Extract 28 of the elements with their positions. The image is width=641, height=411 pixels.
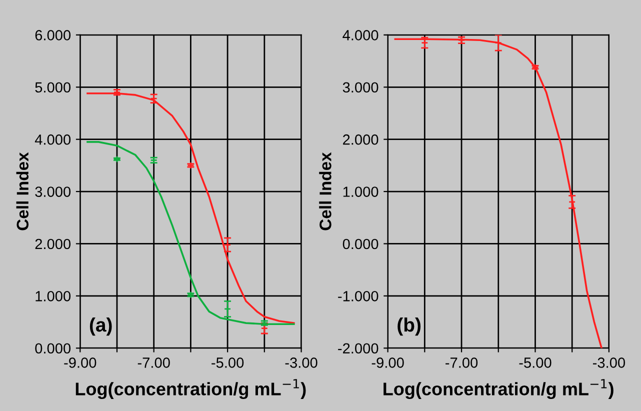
x-tick-label: -5.00	[519, 358, 552, 368]
y-tick-label: 0.000	[342, 238, 378, 250]
y-tick-label: 2.000	[35, 238, 71, 250]
x-tick-label: -7.00	[446, 358, 478, 368]
y-tick-label: 1.000	[36, 291, 71, 302]
y-tick-label: -2.000	[338, 343, 378, 354]
annotation: (a)	[90, 317, 112, 336]
y-tick-label: 4.000	[342, 30, 378, 40]
y-axis-title: Cell Index	[16, 152, 29, 230]
y-tick-label: 3.000	[342, 82, 378, 93]
x-tick-label: -3.00	[592, 358, 625, 368]
y-tick-label: 2.000	[343, 134, 378, 145]
y-tick-label: -1.000	[338, 291, 378, 302]
y-tick-label: 0.000	[35, 343, 71, 354]
x-tick-label: -9.00	[64, 358, 96, 368]
y-tick-label: 3.000	[35, 186, 71, 197]
x-tick-label: -5.00	[212, 358, 244, 368]
x-axis-title: Log(concentration/g mL$^{−1}$)	[76, 379, 306, 400]
x-tick-label: -9.00	[372, 358, 404, 368]
y-tick-label: 5.000	[35, 82, 71, 93]
y-tick-label: 6.000	[35, 30, 71, 40]
y-tick-label: 4.000	[34, 134, 71, 145]
y-tick-label: 1.000	[343, 186, 378, 197]
y-axis-title: Cell Index	[319, 152, 332, 230]
x-tick-label: -7.00	[138, 358, 170, 368]
x-tick-label: -3.00	[285, 358, 318, 368]
annotation: (b)	[398, 317, 421, 336]
x-axis-title: Log(concentration/g mL$^{−1}$)	[384, 379, 614, 400]
